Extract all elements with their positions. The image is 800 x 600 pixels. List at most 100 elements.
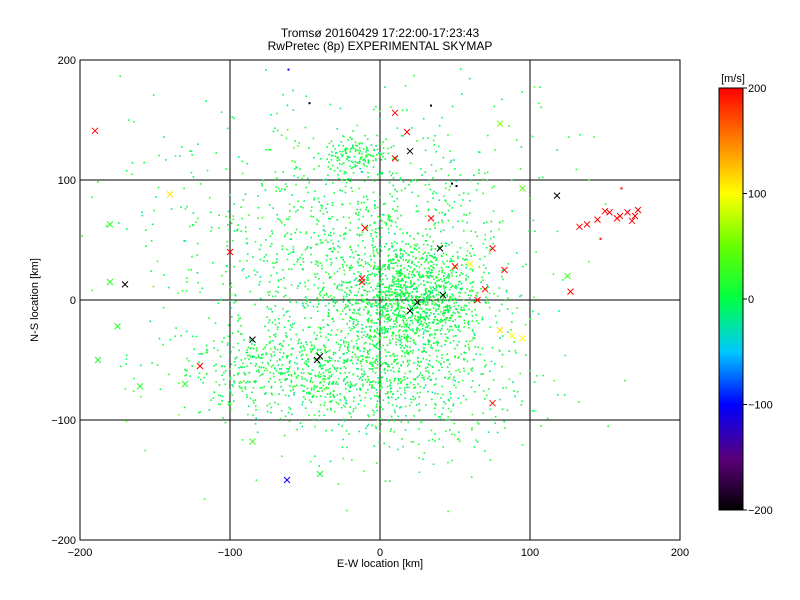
data-dot [433,144,436,146]
data-dot [461,93,463,95]
data-dot [392,177,395,179]
data-dot [402,320,405,322]
data-dot [323,345,326,348]
data-dot [429,254,431,257]
data-dot [414,315,417,317]
data-dot [140,364,142,367]
data-dot [561,279,564,281]
data-dot [297,200,300,203]
data-dot [413,275,416,277]
data-dot [473,446,476,448]
data-dot [406,361,409,363]
data-dot [410,281,412,283]
data-dot [244,374,246,376]
data-dot [358,233,361,236]
data-dot [260,354,263,356]
data-dot [318,414,321,417]
data-dot [355,319,358,321]
data-dot [368,337,370,339]
data-dot [264,346,266,349]
data-dot [454,347,456,350]
data-dot [295,356,298,359]
data-dot [331,297,333,300]
data-dot [457,357,460,359]
data-dot [359,281,362,283]
data-dot [468,340,471,343]
data-dot [427,340,430,343]
data-dot [466,258,468,261]
data-dot [310,377,313,379]
data-dot [463,370,466,372]
data-dot [505,386,508,389]
data-dot [284,189,286,191]
data-dot [286,367,288,370]
data-dot [426,326,429,329]
data-dot [263,393,266,395]
data-dot [383,304,385,307]
data-dot [387,291,389,293]
data-dot [534,230,536,233]
data-dot [514,395,516,398]
data-dot [421,276,424,278]
data-dot [310,387,313,390]
data-dot [290,379,293,382]
data-dot [305,360,307,362]
data-dot [354,141,357,144]
data-dot [162,306,165,309]
data-dot [359,349,361,352]
data-dot [342,150,344,153]
data-dot [223,371,225,374]
data-dot [447,174,450,177]
data-dot [417,348,420,351]
data-dot [186,357,188,360]
data-dot [253,356,256,358]
data-dot [458,324,460,327]
data-dot [366,138,369,140]
data-dot [447,209,450,212]
data-dot [307,288,309,291]
data-dot [295,333,298,336]
data-dot [425,308,427,310]
data-dot [366,425,369,428]
data-dot [486,179,489,182]
data-dot [402,302,405,305]
data-dot [476,235,478,238]
data-dot [280,385,282,388]
data-dot [282,340,285,342]
cross-marker [508,332,516,340]
data-dot [451,284,454,287]
data-dot [438,270,440,273]
data-dot [322,319,324,321]
data-dot [356,346,359,349]
data-dot [356,284,358,286]
data-dot [388,219,391,222]
data-dot [407,336,410,338]
data-dot [197,217,199,220]
data-dot [378,338,380,340]
data-dot [397,448,399,451]
data-dot [403,347,406,349]
data-dot [315,243,317,246]
data-dot [343,359,345,361]
data-dot [253,380,255,383]
data-dot [370,304,372,306]
data-dot [320,373,322,376]
data-dot [373,322,376,324]
data-dot [390,369,392,372]
data-dot [399,252,402,255]
data-dot [390,390,392,393]
data-dot [400,338,403,341]
data-dot [252,399,255,402]
data-dot [436,280,439,283]
data-dot [345,152,348,155]
data-dot [434,248,437,250]
data-dot [417,311,419,314]
data-dot [456,275,458,278]
data-dot [393,232,396,235]
data-dot [312,418,315,421]
data-dot [416,243,419,246]
data-dot [362,299,365,302]
data-dot [395,343,398,346]
data-dot [105,225,108,228]
data-dot [404,187,406,190]
